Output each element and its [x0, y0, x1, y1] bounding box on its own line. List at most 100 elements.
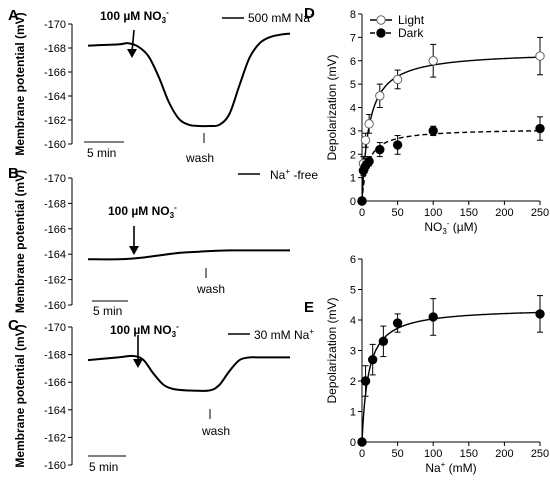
data-point-series	[392, 318, 403, 328]
data-point-series	[360, 376, 371, 386]
x-tick-label: 50	[391, 448, 403, 460]
legend-label-part-1: +	[309, 327, 314, 336]
y-tick-label: 8	[350, 9, 356, 21]
fit-curve-light	[361, 56, 540, 202]
data-point-light	[360, 135, 371, 145]
x-axis-label-part-3: (µM)	[449, 220, 477, 234]
y-tick-label: -160	[44, 300, 66, 312]
x-tick-label: 50	[391, 207, 403, 219]
stimulus-label-part-1: 3	[172, 330, 177, 339]
legend-label: 500 mM Na+	[248, 10, 315, 25]
y-tick-label: -166	[44, 67, 66, 79]
stimulus-label-part-0: 100 µM NO	[110, 323, 172, 337]
y-tick-label: 1	[350, 173, 356, 185]
wash-label: wash	[196, 282, 225, 296]
stimulus-label: 100 µM NO3-	[110, 322, 179, 339]
data-point-series	[378, 336, 389, 347]
y-tick-label: 6	[350, 56, 356, 68]
data-point-light	[375, 91, 385, 101]
y-tick-label: -170	[44, 322, 66, 334]
y-tick-label: -168	[44, 43, 66, 55]
x-axis-label-part-1: +	[441, 460, 446, 469]
x-axis-label-part-1: 3	[442, 227, 447, 236]
data-point-series	[535, 309, 545, 319]
legend-label: 30 mM Na+	[254, 327, 314, 342]
x-tick-label: 200	[495, 207, 513, 219]
y-tick-label: 1	[350, 407, 356, 419]
x-tick-label: 0	[359, 207, 365, 219]
legend-label-light: Light	[398, 13, 425, 27]
legend-label: Na+ -free	[270, 167, 318, 182]
legend-marker-dark	[376, 28, 386, 38]
x-tick-label: 250	[531, 207, 549, 219]
data-point-dark	[364, 156, 374, 166]
y-tick-label: 0	[350, 196, 356, 208]
legend-label-part-1: +	[310, 10, 315, 19]
stimulus-label-part-1: 3	[170, 211, 175, 220]
stimulus-label: 100 µM NO3-	[100, 8, 169, 25]
legend-label-part-2: -free	[290, 168, 318, 182]
data-point-series	[357, 437, 367, 447]
panel-letter-D: D	[304, 5, 315, 22]
y-tick-label: -162	[44, 115, 66, 127]
y-tick-label: 2	[350, 149, 356, 161]
y-tick-label: 7	[350, 32, 356, 44]
wash-label: wash	[185, 151, 214, 165]
y-tick-label: -162	[44, 275, 66, 287]
y-tick-label: -170	[44, 173, 66, 185]
y-axis-label: Membrane potential (mV)	[13, 12, 27, 155]
panel-letter-C: C	[8, 317, 19, 334]
stimulus-label: 100 µM NO3-	[108, 203, 177, 220]
stimulus-label-part-0: 100 µM NO	[108, 204, 170, 218]
fit-curve-dark	[361, 130, 540, 202]
wash-label: wash	[201, 424, 230, 438]
legend-label-part-0: 500 mM Na	[248, 11, 310, 25]
y-tick-label: -170	[44, 19, 66, 31]
data-point-dark	[375, 144, 385, 155]
y-tick-label: 4	[350, 315, 356, 327]
x-axis-label-part-2: (mM)	[445, 461, 476, 475]
data-point-dark	[357, 196, 367, 206]
y-tick-label: 3	[350, 346, 356, 358]
panel-A: A -170 -168 -166 -164 -162 -160 Membrane potent…	[8, 7, 315, 165]
x-axis-label: NO3- (µM)	[424, 219, 477, 236]
data-point-light	[392, 74, 403, 85]
x-axis-label-part-0: Na	[425, 461, 441, 475]
stimulus-label-part-0: 100 µM NO	[100, 9, 162, 23]
y-tick-label: -168	[44, 198, 66, 210]
data-point-series	[428, 312, 438, 322]
y-tick-label: -164	[44, 249, 66, 261]
data-point-light	[535, 51, 545, 61]
y-tick-label: 3	[350, 126, 356, 138]
legend-label-part-0: 30 mM Na	[254, 328, 310, 342]
x-tick-label: 250	[531, 448, 549, 460]
data-point-dark	[392, 140, 403, 150]
stimulus-label-part-1: 3	[162, 16, 167, 25]
panel-letter-B: B	[8, 165, 19, 182]
panel-E: E 0 1 2 3 4 5 6 0 50 100 150 200 250 Depolarization (m…	[304, 254, 549, 475]
x-tick-label: 100	[424, 207, 442, 219]
scale-bar-label: 5 min	[87, 146, 116, 160]
legend-label-part-0: Na	[270, 168, 286, 182]
y-axis-label: Depolarization (mV)	[325, 297, 339, 403]
y-tick-label: -166	[44, 224, 66, 236]
stimulus-arrow-head	[127, 49, 137, 58]
y-tick-label: -164	[44, 405, 66, 417]
y-tick-label: 4	[350, 103, 356, 115]
stimulus-arrow-head	[133, 359, 143, 368]
data-point-light	[364, 119, 374, 129]
data-point-light	[428, 56, 438, 66]
y-tick-label: 5	[350, 285, 356, 297]
x-tick-label: 0	[359, 448, 365, 460]
legend-label-part-1: +	[285, 167, 290, 176]
y-tick-label: -160	[44, 139, 66, 151]
y-tick-label: 0	[350, 437, 356, 449]
panel-letter-A: A	[8, 7, 19, 24]
x-axis-label-part-0: NO	[424, 220, 442, 234]
x-axis-label: Na+ (mM)	[425, 460, 476, 475]
scale-bar-label: 5 min	[89, 460, 118, 474]
stimulus-label-part-2: -	[166, 8, 169, 17]
y-axis-label: Membrane potential (mV)	[13, 170, 27, 313]
stimulus-arrow-shaft	[131, 29, 135, 53]
